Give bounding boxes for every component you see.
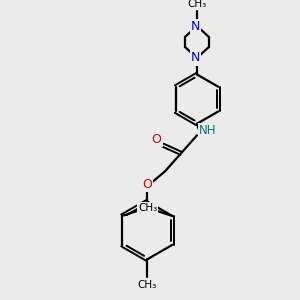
Text: O: O [152,134,162,146]
Text: CH₃: CH₃ [138,203,157,213]
Text: N: N [191,20,200,32]
Text: NH: NH [199,124,217,136]
Text: CH₃: CH₃ [137,280,157,290]
Text: CH₃: CH₃ [187,0,207,9]
Text: N: N [191,51,200,64]
Text: O: O [142,178,152,190]
Text: N: N [191,52,200,65]
Text: Cl: Cl [141,203,153,216]
